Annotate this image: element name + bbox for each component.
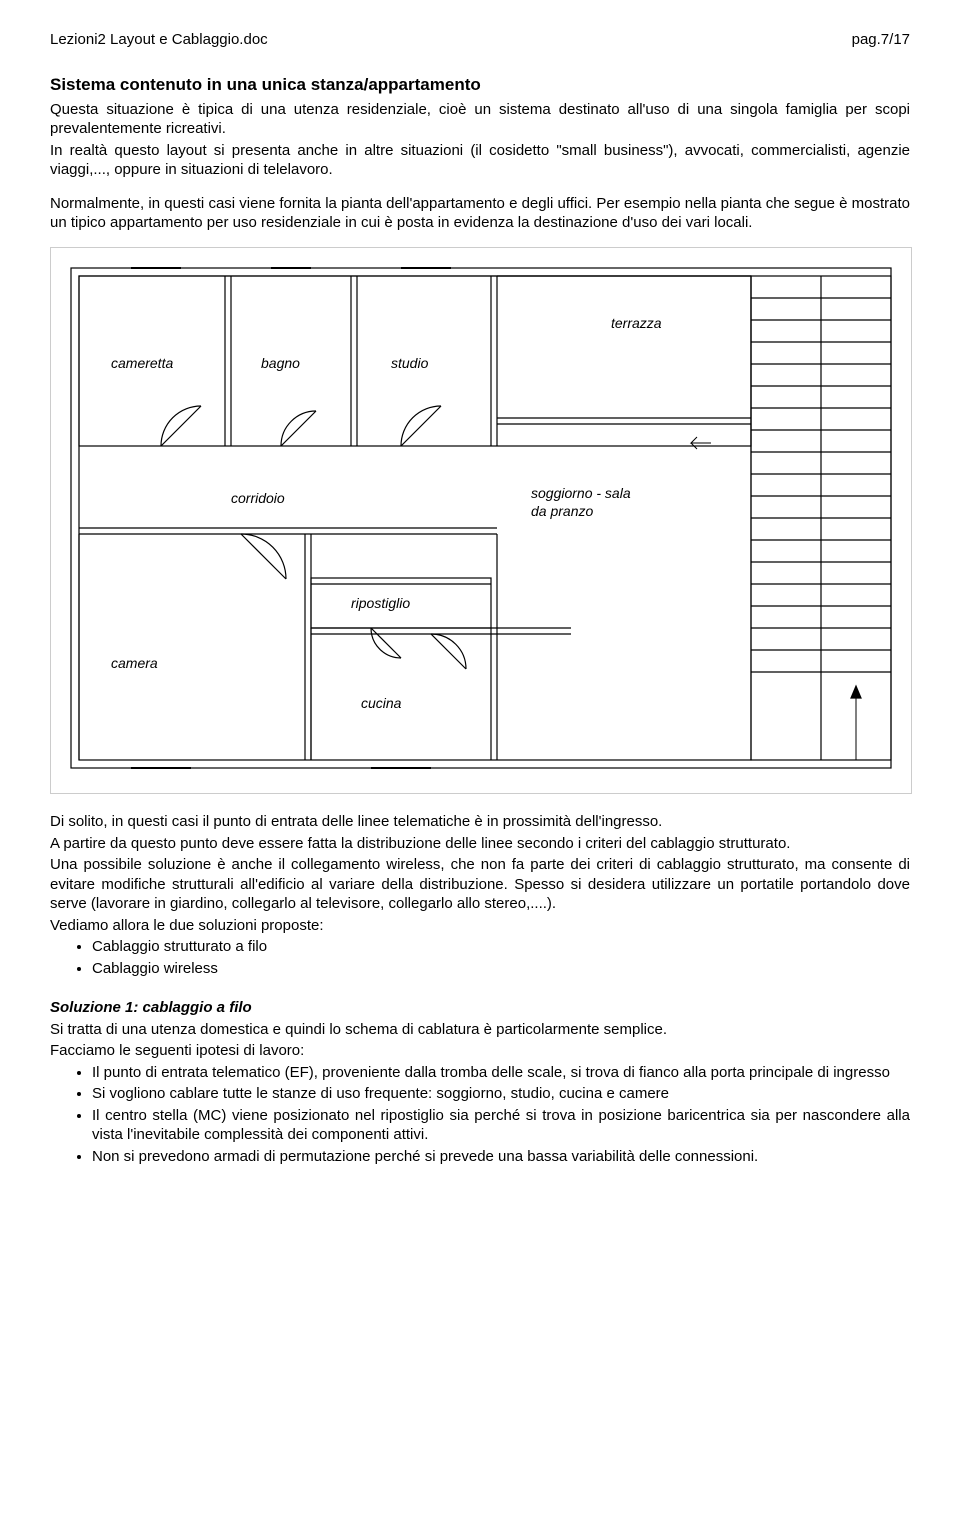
page-header: Lezioni2 Layout e Cablaggio.doc pag.7/17 (50, 30, 910, 50)
room-soggiorno-1: soggiorno - sala (531, 485, 631, 501)
room-ripostiglio: ripostiglio (351, 595, 410, 611)
solution-item-2: Cablaggio wireless (92, 959, 910, 979)
room-bagno: bagno (261, 355, 300, 371)
intro-p1: Questa situazione è tipica di una utenza… (50, 100, 910, 139)
room-camera: camera (111, 655, 158, 671)
p7: Vediamo allora le due soluzioni proposte… (50, 916, 910, 936)
solution-item-1: Cablaggio strutturato a filo (92, 937, 910, 957)
solution1-title: Soluzione 1: cablaggio a filo (50, 998, 910, 1018)
sol1-item-2: Si vogliono cablare tutte le stanze di u… (92, 1084, 910, 1104)
header-page: pag.7/17 (852, 30, 910, 50)
section-title: Sistema contenuto in una unica stanza/ap… (50, 74, 910, 96)
floorplan-svg: cameretta bagno studio terrazza corridoi… (51, 248, 911, 788)
floorplan-figure: cameretta bagno studio terrazza corridoi… (50, 247, 912, 795)
intro-p3: Normalmente, in questi casi viene fornit… (50, 194, 910, 233)
header-filename: Lezioni2 Layout e Cablaggio.doc (50, 30, 268, 50)
sol1-p1: Si tratta di una utenza domestica e quin… (50, 1020, 910, 1040)
intro-p2: In realtà questo layout si presenta anch… (50, 141, 910, 180)
sol1-item-4: Non si prevedono armadi di permutazione … (92, 1147, 910, 1167)
sol1-item-3: Il centro stella (MC) viene posizionato … (92, 1106, 910, 1145)
room-terrazza: terrazza (611, 315, 662, 331)
room-corridoio: corridoio (231, 490, 285, 506)
p6: Una possibile soluzione è anche il colle… (50, 855, 910, 914)
room-cucina: cucina (361, 695, 402, 711)
room-studio: studio (391, 355, 429, 371)
sol1-list: Il punto di entrata telematico (EF), pro… (50, 1063, 910, 1167)
p5: A partire da questo punto deve essere fa… (50, 834, 910, 854)
solutions-list: Cablaggio strutturato a filo Cablaggio w… (50, 937, 910, 978)
room-cameretta: cameretta (111, 355, 173, 371)
sol1-p2: Facciamo le seguenti ipotesi di lavoro: (50, 1041, 910, 1061)
sol1-item-1: Il punto di entrata telematico (EF), pro… (92, 1063, 910, 1083)
p4: Di solito, in questi casi il punto di en… (50, 812, 910, 832)
room-soggiorno-2: da pranzo (531, 503, 593, 519)
